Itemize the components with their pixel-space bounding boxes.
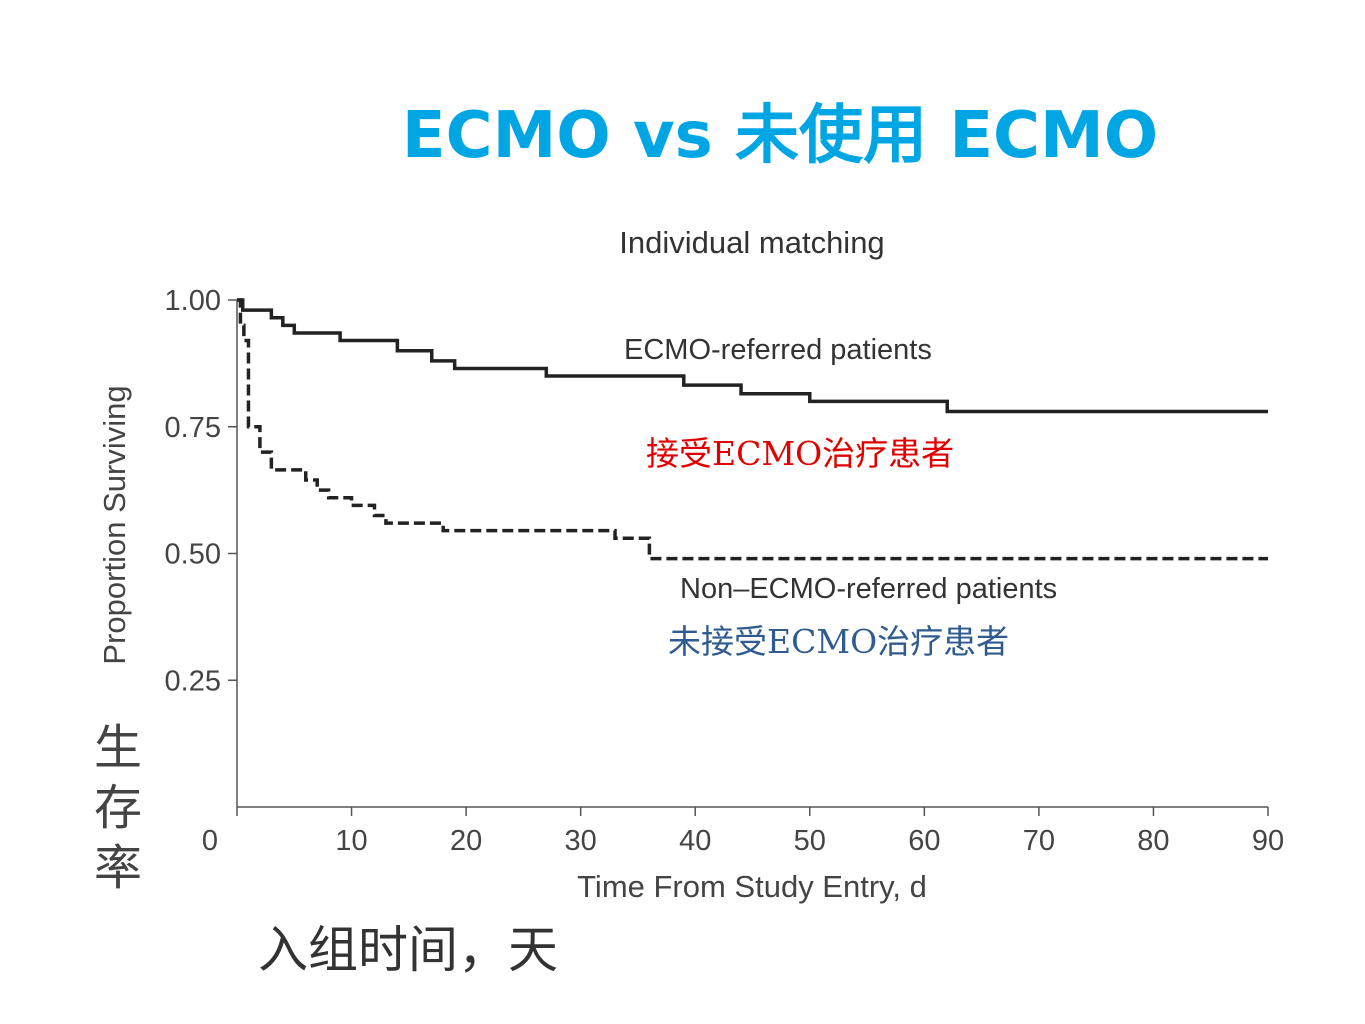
series-label-non-ecmo: Non–ECMO-referred patients <box>680 573 1057 605</box>
series-label-ecmo: ECMO-referred patients <box>624 334 932 366</box>
y-tick-label: 1.00 <box>165 285 221 317</box>
series-label-non-ecmo-cn: 未接受ECMO治疗患者 <box>668 622 1009 661</box>
x-tick-label: 60 <box>908 825 940 857</box>
y-axis-ticks: 0.25 0.50 0.75 1.00 <box>165 285 237 697</box>
x-tick-label: 80 <box>1137 825 1169 857</box>
x-axis-label: Time From Study Entry, d <box>577 869 927 904</box>
axes <box>236 300 1268 808</box>
y-axis-label-cn: 生存率 <box>93 720 142 896</box>
x-tick-label: 10 <box>335 825 367 857</box>
x-axis-label-cn: 入组时间，天 <box>258 921 558 979</box>
x-tick-label: 70 <box>1023 825 1055 857</box>
series-line-ecmo <box>237 298 1268 414</box>
series-lines <box>237 298 1268 561</box>
x-tick-label: 90 <box>1252 825 1284 857</box>
y-axis-label: Proportion Surviving <box>97 385 132 664</box>
x-tick-label: 0 <box>202 825 218 857</box>
y-tick-label: 0.25 <box>165 665 221 697</box>
x-axis-ticks: 0 10 20 30 40 50 60 70 80 90 <box>202 807 1284 857</box>
series-label-ecmo-cn: 接受ECMO治疗患者 <box>646 434 954 473</box>
series-line-non-ecmo <box>237 298 1268 561</box>
x-tick-label: 30 <box>565 825 597 857</box>
slide-title: ECMO vs 未使用 ECMO <box>401 99 1159 173</box>
y-tick-label: 0.50 <box>165 539 221 571</box>
x-tick-label: 50 <box>794 825 826 857</box>
x-tick-label: 20 <box>450 825 482 857</box>
x-tick-label: 40 <box>679 825 711 857</box>
y-tick-label: 0.75 <box>165 412 221 444</box>
chart-title: Individual matching <box>619 225 884 260</box>
